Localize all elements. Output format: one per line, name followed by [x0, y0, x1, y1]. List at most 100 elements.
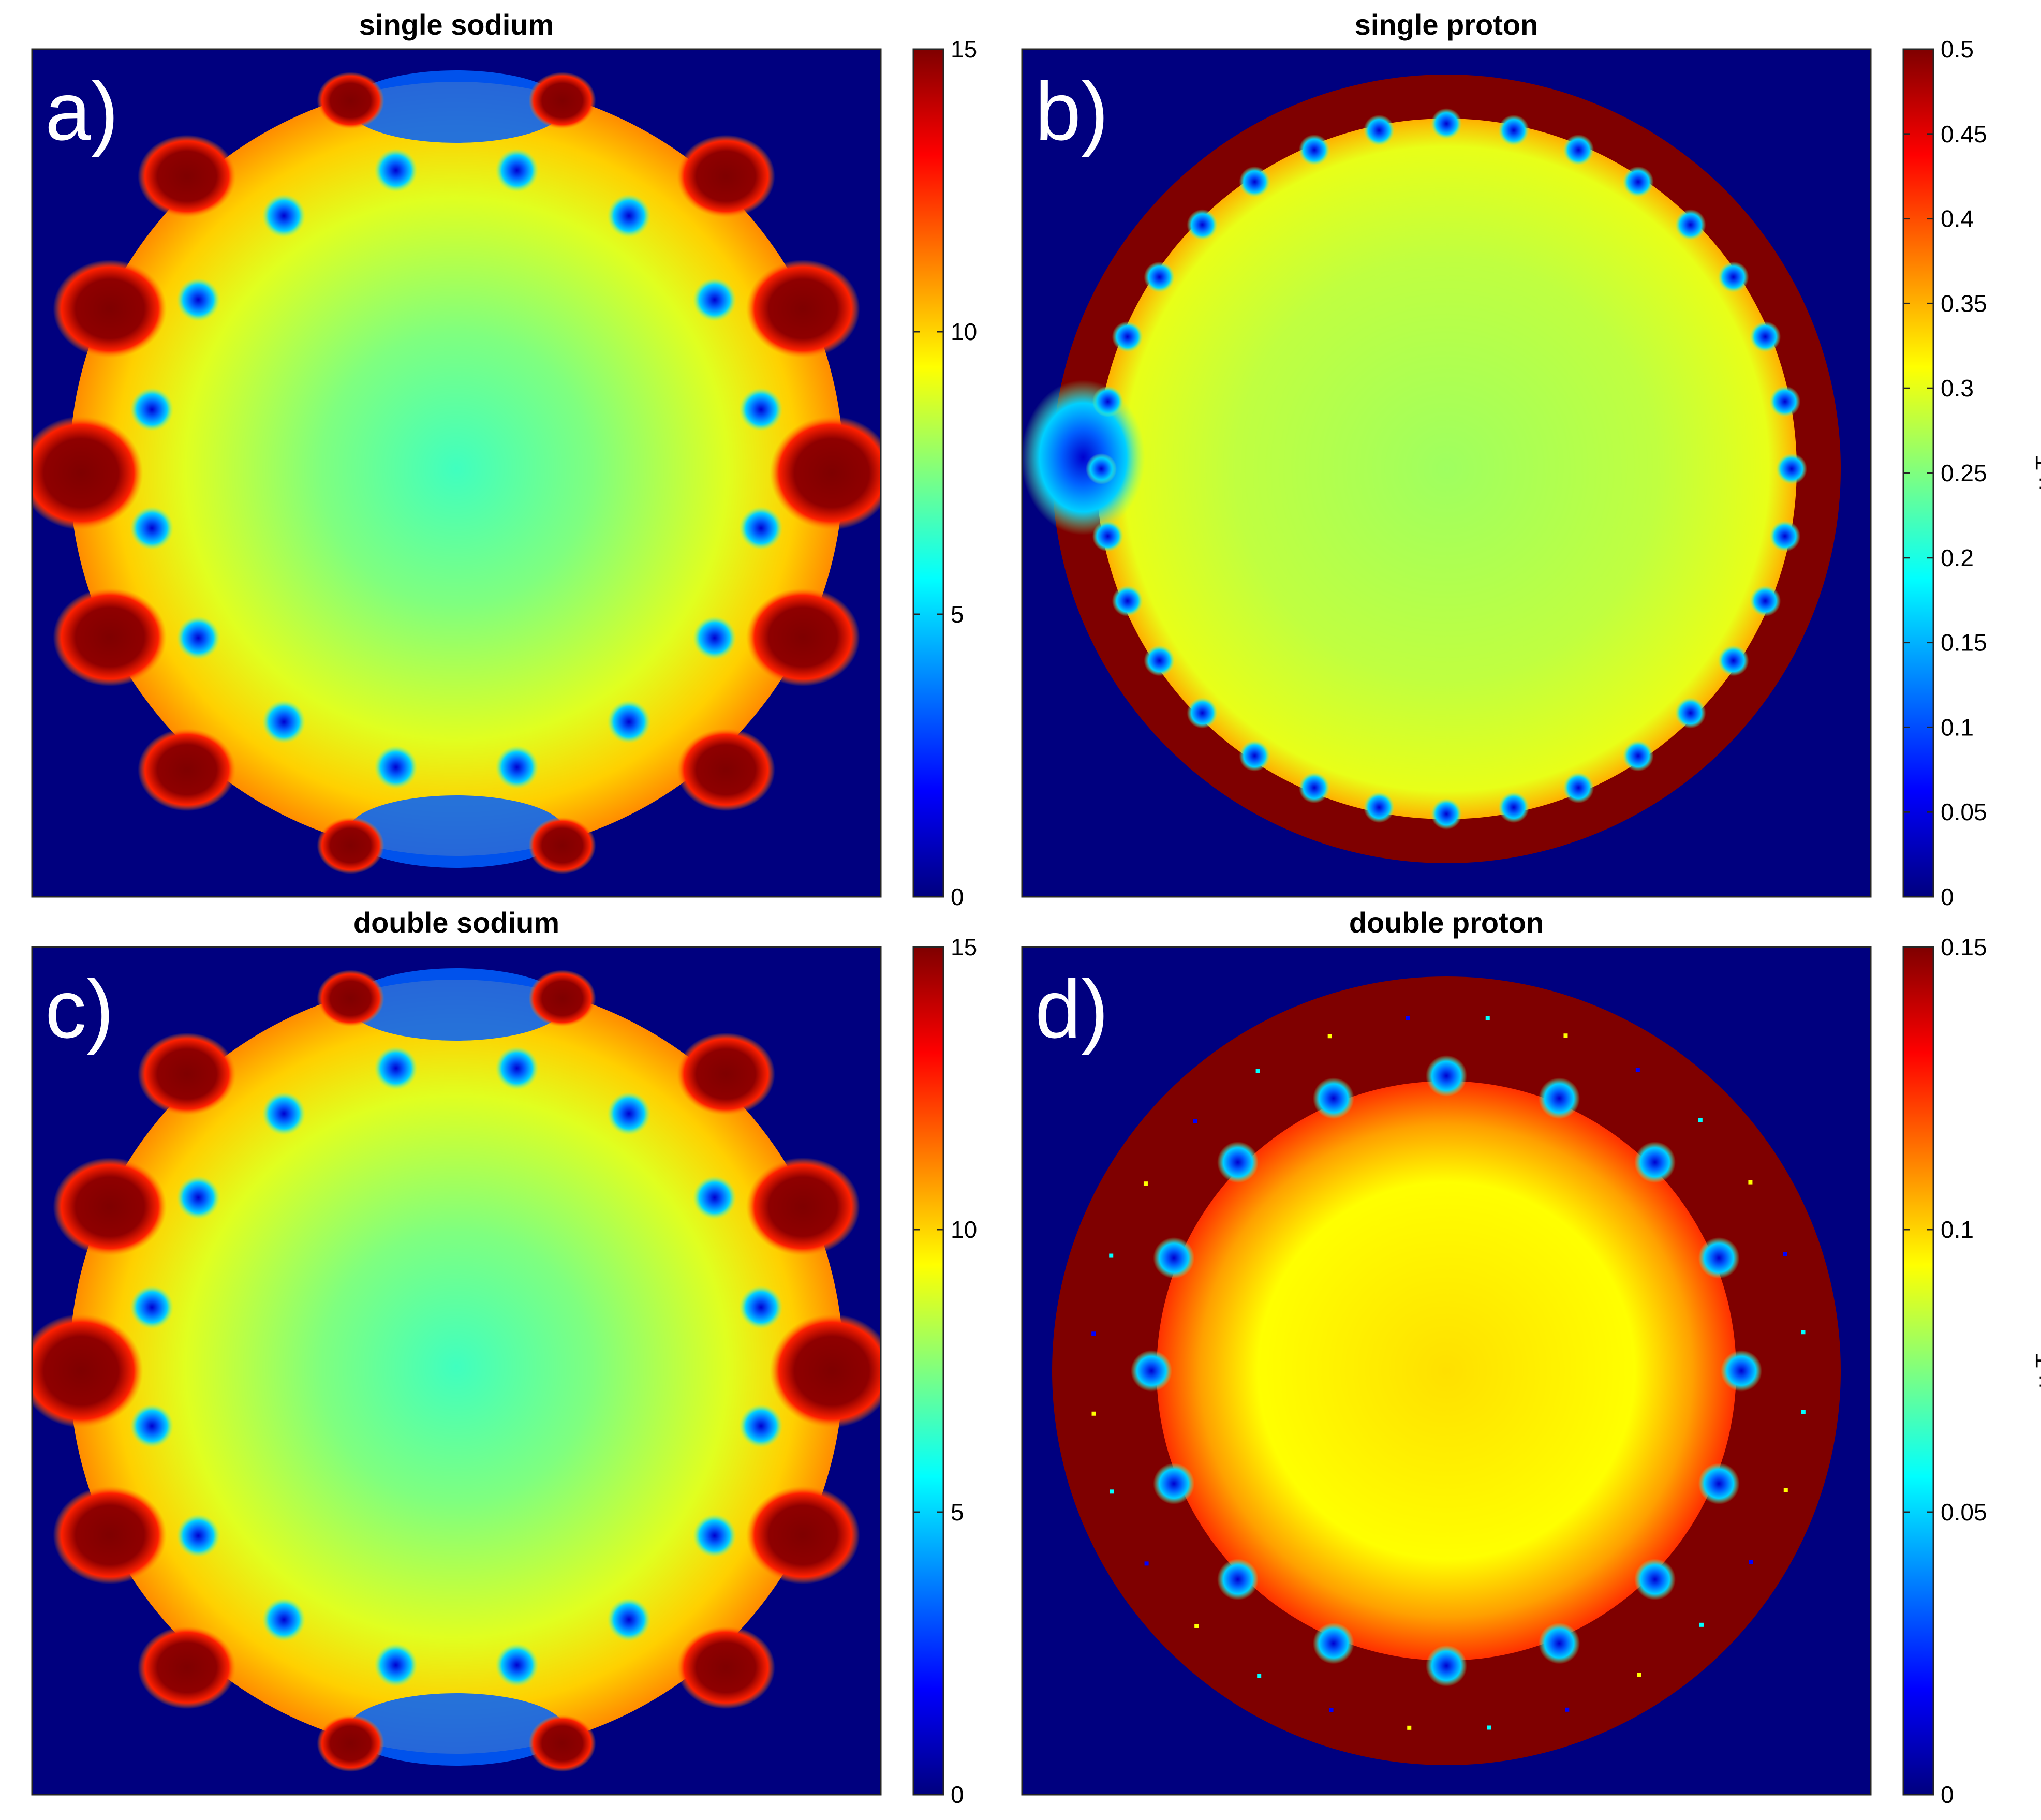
panel-label: b): [1035, 65, 1108, 157]
panel-title: double proton: [1349, 906, 1544, 939]
hotspot: [53, 259, 167, 358]
coldspot: [1092, 386, 1123, 417]
coldspot: [692, 1514, 736, 1558]
left-lobe: [1022, 380, 1145, 535]
coldspot: [1426, 1645, 1467, 1686]
speckle: [1327, 1034, 1332, 1039]
hotspot: [317, 817, 384, 874]
coldspot: [374, 1643, 418, 1687]
hotspot: [138, 135, 236, 218]
hotspot: [676, 1032, 775, 1116]
heatmap-plot: [32, 49, 881, 897]
speckle: [1407, 1725, 1412, 1730]
colorbar-tick-label: 0: [951, 1781, 964, 1808]
colorbar-tick-label: 10: [951, 318, 977, 345]
coldspot: [495, 745, 539, 789]
heatmap-plot: [1022, 947, 1871, 1795]
coldspot: [1153, 1237, 1195, 1279]
heatmap-plot: [32, 947, 881, 1795]
coldspot: [374, 149, 418, 193]
panel-d: double proton d) 0 0.05 0.1 0.15 μ T: [1021, 906, 2041, 1808]
coldspot: [176, 616, 220, 660]
colorbar-tick-label: 0: [1941, 883, 1954, 910]
coldspot: [1426, 1055, 1467, 1097]
coldspot: [607, 1092, 651, 1136]
hotspot: [528, 817, 596, 874]
coldspot: [262, 194, 306, 238]
hotspot: [746, 259, 860, 358]
hotspot: [53, 1486, 167, 1585]
hotspot: [317, 970, 384, 1027]
colorbar: 0 0.05 0.1 0.15 μ T: [1902, 934, 2041, 1808]
colorbar-unit-label: μ T: [2031, 1353, 2041, 1388]
speckle: [1255, 1069, 1260, 1073]
colorbar-tick-label: 0.25: [1941, 460, 1987, 486]
speckle: [1487, 1725, 1491, 1730]
hotspot: [676, 135, 775, 218]
coldspot: [176, 278, 220, 322]
hotspot: [138, 728, 236, 811]
coldspot: [1187, 209, 1218, 241]
hotspot: [770, 416, 881, 530]
coldspot: [1112, 321, 1143, 352]
coldspot: [1718, 645, 1749, 676]
hotspot: [317, 72, 384, 129]
panel-label: a): [45, 65, 119, 157]
coldspot: [1498, 114, 1530, 146]
coldspot: [130, 1285, 174, 1329]
speckle: [1801, 1410, 1806, 1414]
coldspot: [607, 1597, 651, 1641]
hotspot: [53, 1157, 167, 1256]
speckle: [1565, 1707, 1570, 1712]
speckle: [1698, 1118, 1703, 1122]
coldspot: [495, 1046, 539, 1090]
coldspot: [262, 1092, 306, 1136]
colorbar-tick-label: 0.3: [1941, 375, 1974, 402]
coldspot: [1675, 209, 1706, 241]
coldspot: [1622, 740, 1654, 772]
speckle: [1329, 1708, 1334, 1712]
speckle: [1091, 1411, 1096, 1416]
coldspot: [1431, 798, 1462, 830]
colorbar-unit-label: μ T: [2031, 455, 2041, 490]
coldspot: [1312, 1622, 1354, 1664]
speckle: [1748, 1180, 1753, 1185]
coldspot: [1086, 453, 1117, 484]
speckle: [1699, 1622, 1704, 1627]
speckle: [1143, 1181, 1148, 1186]
hotspot: [676, 1626, 775, 1709]
colorbar-tick-label: 0.4: [1941, 205, 1974, 232]
plot-frame: [1021, 946, 1872, 1796]
speckle: [1193, 1119, 1198, 1123]
coldspot: [1217, 1559, 1259, 1601]
colorbar-gradient: [1902, 946, 1934, 1796]
hotspot: [528, 72, 596, 129]
colorbar-tick-label: 15: [951, 934, 977, 960]
field-disk: [1157, 1081, 1736, 1661]
panel-title: single proton: [1355, 8, 1539, 41]
hotspot: [138, 1626, 236, 1709]
colorbar-tick-label: 0: [1941, 1781, 1954, 1808]
panel-label: c): [45, 963, 114, 1055]
speckle: [1801, 1330, 1806, 1335]
colorbar-tick-label: 0.35: [1941, 290, 1987, 317]
coldspot: [1187, 697, 1218, 729]
field-disk: [69, 980, 844, 1754]
colorbar-tick-label: 0.15: [1941, 934, 1987, 960]
colorbar-tick-label: 0.45: [1941, 121, 1987, 147]
hotspot: [528, 970, 596, 1027]
coldspot: [1563, 772, 1594, 804]
coldspot: [1634, 1141, 1676, 1183]
coldspot: [1144, 261, 1175, 293]
coldspot: [1634, 1559, 1676, 1601]
coldspot: [1721, 1350, 1762, 1392]
colorbar: 0 0.05 0.1 0.15 0.2 0.25 0.3 0.35 0.4 0.45 0.5 μ T: [1902, 36, 2041, 910]
colorbar-tick-label: 10: [951, 1216, 977, 1243]
coldspot: [739, 1285, 783, 1329]
hotspot: [32, 416, 143, 530]
coldspot: [1298, 772, 1330, 804]
coldspot: [130, 1404, 174, 1448]
speckle: [1783, 1252, 1787, 1256]
colorbar-tick-label: 0.05: [1941, 798, 1987, 825]
coldspot: [1363, 792, 1395, 823]
